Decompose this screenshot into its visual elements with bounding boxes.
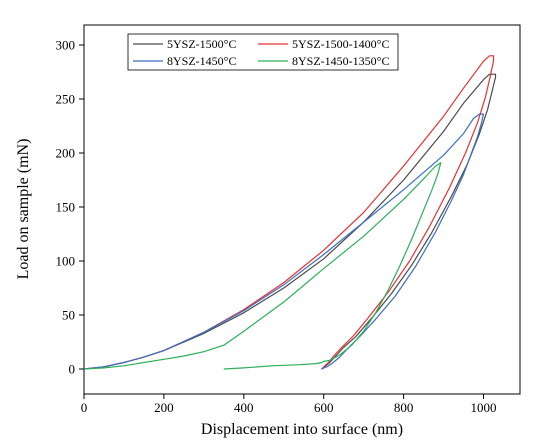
legend-label: 5YSZ-1500-1400°C — [292, 37, 389, 51]
y-tick-label: 0 — [69, 362, 76, 377]
legend: 5YSZ-1500°C 5YSZ-1500-1400°C 8YSZ-1450°C 8Y… — [127, 33, 399, 71]
series-line-8ysz-1450-1350-c — [83, 162, 442, 370]
x-tick-label: 400 — [234, 400, 254, 415]
x-tick-label: 0 — [81, 400, 88, 415]
y-tick-label: 150 — [56, 200, 76, 215]
x-tick-label: 200 — [154, 400, 174, 415]
y-axis-title: Load on sample (mN) — [15, 139, 32, 280]
y-tick-label: 50 — [62, 308, 75, 323]
series-layer — [83, 55, 497, 370]
x-tick-label: 1000 — [471, 400, 497, 415]
legend-label: 5YSZ-1500°C — [167, 37, 236, 51]
x-tick-label: 600 — [314, 400, 334, 415]
x-axis-title: Displacement into surface (nm) — [201, 421, 403, 438]
legend-label: 8YSZ-1450°C — [167, 54, 236, 68]
legend-label: 8YSZ-1450-1350°C — [292, 54, 389, 68]
series-line-5ysz-1500-c — [83, 73, 497, 370]
y-tick-label: 250 — [56, 92, 76, 107]
plot-frame — [83, 24, 521, 395]
y-tick-label: 200 — [56, 146, 76, 161]
x-tick-label: 800 — [394, 400, 414, 415]
series-line-8ysz-1450-c — [83, 113, 485, 370]
legend-box — [127, 33, 399, 71]
series-line-5ysz-1500-1400-c — [83, 55, 495, 370]
y-tick-label: 300 — [56, 38, 76, 53]
axis-ticks: 0 200 400 600 800 1000 0 50 100 150 200 250 300 — [56, 38, 497, 416]
y-tick-label: 100 — [56, 254, 76, 269]
